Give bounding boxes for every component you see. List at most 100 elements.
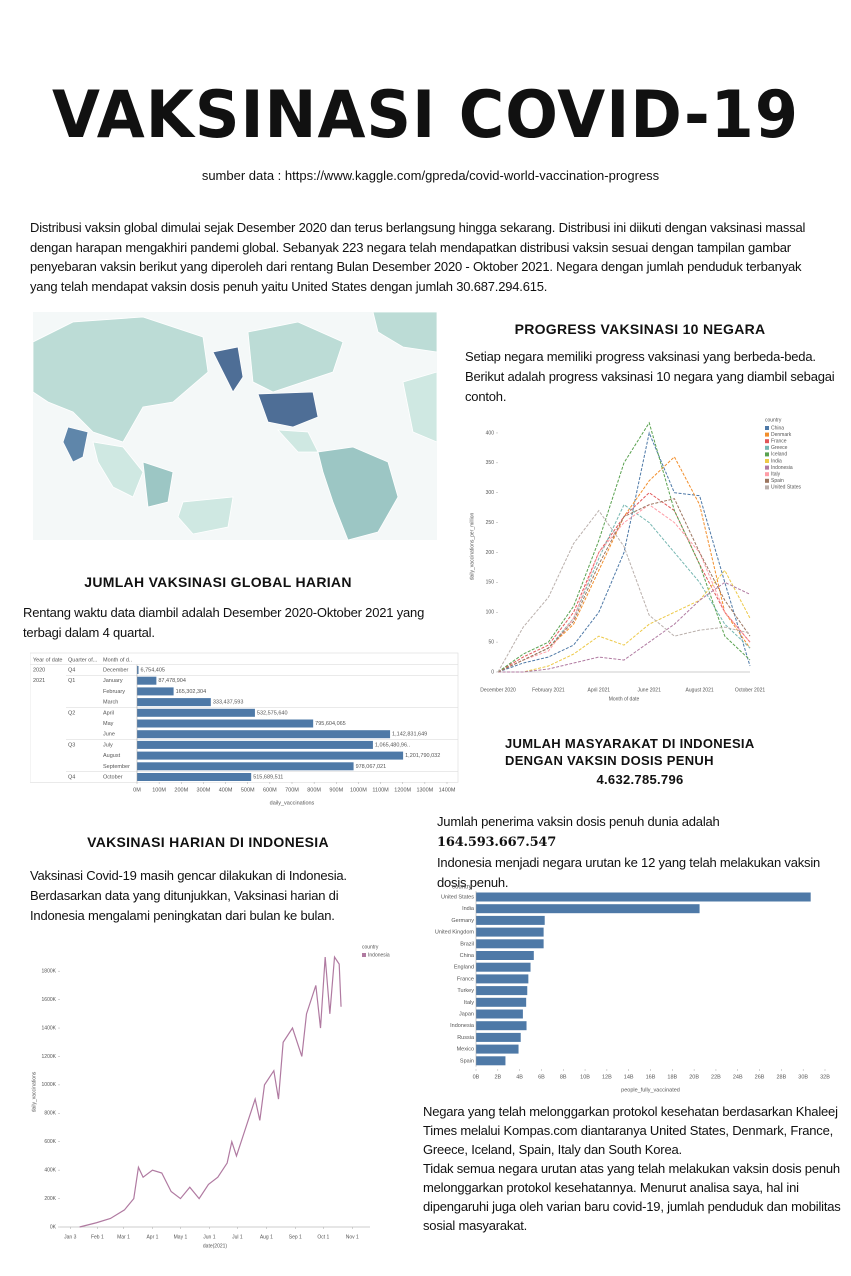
value-label: 1,142,831,649 <box>392 732 427 738</box>
map-land <box>33 316 209 443</box>
y-tick-label: 1400K <box>42 1025 57 1031</box>
x-tick-label: Aug 1 <box>260 1234 273 1240</box>
y-tick-label: 600K <box>44 1139 56 1145</box>
legend-label: Denmark <box>771 432 792 438</box>
bar-chart: country United States India Germany United K… <box>435 885 830 1094</box>
legend-label: Iceland <box>771 452 787 458</box>
x-tick-label: Jul 1 <box>232 1234 243 1240</box>
column-header: Quarter of... <box>68 657 98 663</box>
y-tick-label: 150 <box>486 580 495 586</box>
y-tick-label: 200 <box>486 550 495 556</box>
x-tick-label: 6B <box>538 1074 545 1080</box>
section-text: Setiap negara memiliki progress vaksinas… <box>465 349 835 404</box>
x-tick-label: 10B <box>580 1074 590 1080</box>
bar <box>137 708 255 717</box>
x-tick-label: 100M <box>152 787 166 793</box>
text: Indonesia menjadi negara urutan ke 12 ya… <box>437 855 821 890</box>
legend-title: country <box>362 944 379 950</box>
value-label: 532,575,640 <box>257 710 288 716</box>
series-line <box>497 504 751 673</box>
y-tick-label: 300 <box>486 490 495 496</box>
legend-title: country <box>765 417 782 423</box>
table-frame <box>30 652 459 783</box>
legend-label: Italy <box>771 472 781 478</box>
x-tick-label: December 2020 <box>480 687 516 693</box>
closing: Negara yang telah melonggarkan protokol … <box>423 1102 843 1235</box>
category-label: China <box>460 953 475 959</box>
map-land <box>142 461 174 508</box>
y-tick-label: 400K <box>44 1167 56 1173</box>
x-tick-label: 1000M <box>350 787 367 793</box>
value-label: 333,437,593 <box>213 700 244 706</box>
section-heading: PROGRESS VAKSINASI 10 NEGARA <box>514 321 766 337</box>
x-tick-label: August 2021 <box>686 687 714 693</box>
value-label: 165,302,304 <box>176 689 207 695</box>
x-tick-label: 2B <box>494 1074 501 1080</box>
category-label: United Kingdom <box>435 930 475 936</box>
category-label: March <box>103 700 118 706</box>
map-land <box>317 446 399 540</box>
legend-label: Indonesia <box>771 465 793 471</box>
bar <box>476 939 544 949</box>
x-tick-label: May 1 <box>174 1234 188 1240</box>
quarter-label: Q4 <box>68 667 75 673</box>
closing-paragraph: Tidak semua negara urutan atas yang tela… <box>423 1161 841 1233</box>
value-label: 1,065,480,96.. <box>375 742 411 748</box>
category-label: September <box>103 764 130 770</box>
bar <box>476 997 527 1007</box>
legend-swatch <box>765 445 769 450</box>
quarter-label: Q2 <box>68 710 75 716</box>
x-axis-title: Month of date <box>609 696 640 702</box>
y-axis-title: daily_vaccinations <box>31 1071 37 1112</box>
y-tick-label: 1200K <box>42 1054 57 1060</box>
x-tick-label: 24B <box>733 1074 743 1080</box>
category-label: July <box>103 742 113 748</box>
bar <box>476 974 529 984</box>
world-map <box>33 312 437 540</box>
bar <box>476 904 700 914</box>
category-label: United States <box>441 894 474 900</box>
bar <box>476 1044 519 1054</box>
legend-swatch <box>765 452 769 457</box>
map-land <box>402 371 437 443</box>
value-label: 87,478,904 <box>158 678 186 684</box>
x-tick-label: Mar 1 <box>117 1234 130 1240</box>
y-tick-label: 1600K <box>42 997 57 1003</box>
legend-label: Spain <box>771 478 784 484</box>
y-tick-label: 200K <box>44 1196 56 1202</box>
bar <box>137 666 139 674</box>
category-label: June <box>103 732 115 738</box>
legend-swatch <box>765 472 769 477</box>
x-tick-label: Feb 1 <box>91 1234 104 1240</box>
x-tick-label: October 2021 <box>735 687 766 693</box>
column-header: Month of d.. <box>103 657 133 663</box>
map-land <box>212 346 244 393</box>
category-label: February <box>103 689 125 695</box>
category-label: India <box>462 906 475 912</box>
category-label: April <box>103 710 114 716</box>
category-label: August <box>103 753 121 759</box>
x-tick-label: 26B <box>755 1074 765 1080</box>
legend-swatch <box>765 485 769 490</box>
y-tick-label: 50 <box>488 639 494 645</box>
source: sumber data : https://www.kaggle.com/gpr… <box>201 168 660 183</box>
bar <box>137 730 391 739</box>
series-line <box>79 955 342 1228</box>
value-label: 515,689,511 <box>253 774 283 780</box>
series-line <box>497 498 751 673</box>
bar <box>137 676 157 685</box>
category-label: Brazil <box>460 941 474 947</box>
section-text: Rentang waktu data diambil adalah Desemb… <box>23 605 425 640</box>
x-tick-label: April 2021 <box>588 687 611 693</box>
x-tick-label: June 2021 <box>638 687 662 693</box>
x-tick-label: 0M <box>133 787 141 793</box>
y-tick-label: 0K <box>50 1224 57 1230</box>
bar <box>476 986 528 996</box>
bar <box>476 951 534 960</box>
x-tick-label: 500M <box>241 787 255 793</box>
bar <box>476 1056 506 1066</box>
row-header: country <box>452 885 472 891</box>
legend-label: Indonesia <box>368 952 390 958</box>
category-label: France <box>457 976 474 982</box>
